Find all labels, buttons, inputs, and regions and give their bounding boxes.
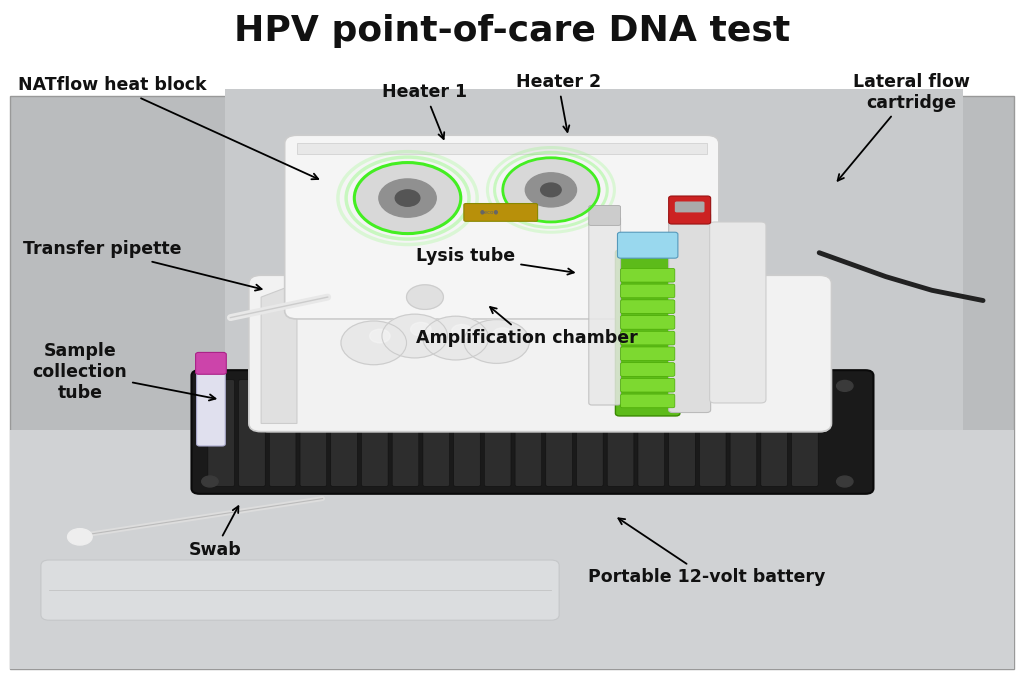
Polygon shape (261, 283, 297, 423)
Circle shape (68, 529, 92, 545)
Text: HPV point-of-care DNA test: HPV point-of-care DNA test (233, 14, 791, 48)
FancyBboxPatch shape (669, 212, 711, 413)
Circle shape (452, 324, 472, 338)
FancyBboxPatch shape (41, 560, 559, 620)
FancyBboxPatch shape (638, 380, 665, 486)
FancyBboxPatch shape (617, 232, 678, 258)
Text: Lateral flow
cartridge: Lateral flow cartridge (838, 73, 970, 181)
FancyBboxPatch shape (621, 394, 675, 408)
FancyBboxPatch shape (621, 268, 675, 282)
Circle shape (379, 179, 436, 217)
Circle shape (837, 380, 853, 391)
FancyBboxPatch shape (239, 380, 265, 486)
Circle shape (503, 158, 599, 222)
Circle shape (541, 183, 561, 197)
Circle shape (395, 190, 420, 206)
FancyBboxPatch shape (191, 370, 873, 494)
Circle shape (202, 380, 218, 391)
FancyBboxPatch shape (710, 222, 766, 403)
FancyBboxPatch shape (484, 380, 511, 486)
Text: Transfer pipette: Transfer pipette (24, 240, 261, 290)
FancyBboxPatch shape (269, 380, 296, 486)
FancyBboxPatch shape (577, 380, 603, 486)
FancyBboxPatch shape (260, 285, 829, 432)
FancyBboxPatch shape (546, 380, 572, 486)
Circle shape (407, 285, 443, 309)
FancyBboxPatch shape (669, 380, 695, 486)
FancyBboxPatch shape (225, 89, 963, 444)
FancyBboxPatch shape (300, 380, 327, 486)
FancyBboxPatch shape (730, 380, 757, 486)
FancyBboxPatch shape (515, 380, 542, 486)
FancyBboxPatch shape (589, 206, 621, 225)
Circle shape (837, 476, 853, 487)
FancyBboxPatch shape (621, 363, 675, 376)
Text: Amplification chamber: Amplification chamber (417, 307, 638, 347)
FancyBboxPatch shape (361, 380, 388, 486)
FancyBboxPatch shape (589, 217, 621, 405)
Text: Lysis tube: Lysis tube (417, 247, 573, 275)
FancyBboxPatch shape (675, 201, 705, 212)
Text: Portable 12-volt battery: Portable 12-volt battery (588, 518, 825, 586)
FancyBboxPatch shape (669, 196, 711, 224)
Circle shape (411, 322, 431, 336)
FancyBboxPatch shape (621, 300, 675, 313)
FancyBboxPatch shape (792, 380, 818, 486)
FancyBboxPatch shape (392, 380, 419, 486)
Circle shape (493, 328, 513, 342)
Polygon shape (297, 143, 707, 154)
FancyBboxPatch shape (621, 316, 675, 329)
FancyBboxPatch shape (196, 352, 226, 374)
Text: Sample
collection
tube: Sample collection tube (33, 342, 215, 402)
FancyBboxPatch shape (699, 380, 726, 486)
Circle shape (382, 314, 447, 358)
FancyBboxPatch shape (423, 380, 450, 486)
FancyBboxPatch shape (197, 367, 225, 446)
FancyBboxPatch shape (621, 284, 675, 298)
FancyBboxPatch shape (621, 378, 675, 392)
Circle shape (202, 476, 218, 487)
FancyBboxPatch shape (621, 347, 675, 361)
FancyBboxPatch shape (464, 204, 538, 221)
Text: ●eco●: ●eco● (480, 209, 499, 214)
Circle shape (370, 329, 390, 343)
FancyBboxPatch shape (454, 380, 480, 486)
Circle shape (423, 316, 488, 360)
Text: Heater 1: Heater 1 (382, 83, 468, 139)
Circle shape (464, 320, 529, 363)
FancyBboxPatch shape (331, 380, 357, 486)
Text: Swab: Swab (188, 506, 242, 559)
Text: NATflow heat block: NATflow heat block (18, 76, 318, 179)
FancyBboxPatch shape (621, 331, 675, 345)
FancyBboxPatch shape (10, 96, 1014, 669)
Circle shape (525, 173, 577, 207)
FancyBboxPatch shape (607, 380, 634, 486)
Circle shape (354, 163, 461, 234)
FancyBboxPatch shape (285, 135, 719, 319)
FancyBboxPatch shape (10, 430, 1014, 669)
Text: Heater 2: Heater 2 (515, 73, 601, 132)
FancyBboxPatch shape (615, 250, 680, 416)
FancyBboxPatch shape (208, 380, 234, 486)
FancyBboxPatch shape (761, 380, 787, 486)
Circle shape (341, 321, 407, 365)
FancyBboxPatch shape (249, 275, 831, 432)
